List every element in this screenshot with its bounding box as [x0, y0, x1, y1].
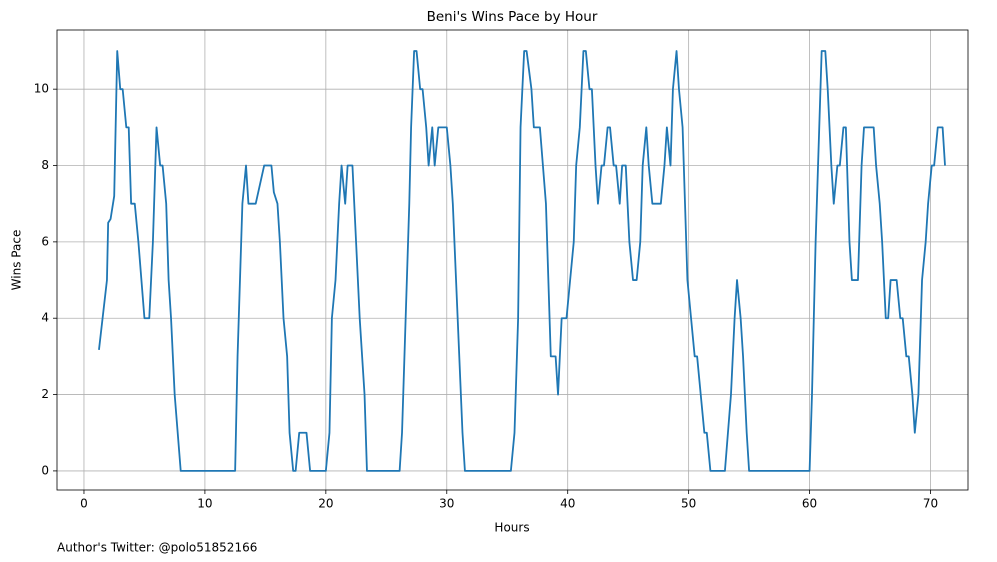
y-tick-label: 6 [41, 234, 49, 248]
y-tick-label: 4 [41, 311, 49, 325]
x-axis-label: Hours [494, 521, 529, 535]
x-tick-label: 60 [802, 497, 817, 511]
x-tick-label: 30 [439, 497, 454, 511]
footnote: Author's Twitter: @polo51852166 [57, 541, 257, 555]
y-axis-label: Wins Pace [10, 230, 24, 291]
y-tick-label: 0 [41, 463, 49, 477]
x-tick-label: 20 [318, 497, 333, 511]
y-tick-label: 10 [34, 82, 49, 96]
plot-frame [56, 29, 969, 491]
x-tick-label: 70 [923, 497, 938, 511]
x-tick-label: 0 [80, 497, 88, 511]
y-tick-label: 2 [41, 387, 49, 401]
x-tick-label: 10 [197, 497, 212, 511]
x-tick-label: 40 [560, 497, 575, 511]
y-tick-label: 8 [41, 158, 49, 172]
chart-title: Beni's Wins Pace by Hour [427, 9, 598, 25]
x-tick-label: 50 [681, 497, 696, 511]
line [98, 50, 946, 472]
